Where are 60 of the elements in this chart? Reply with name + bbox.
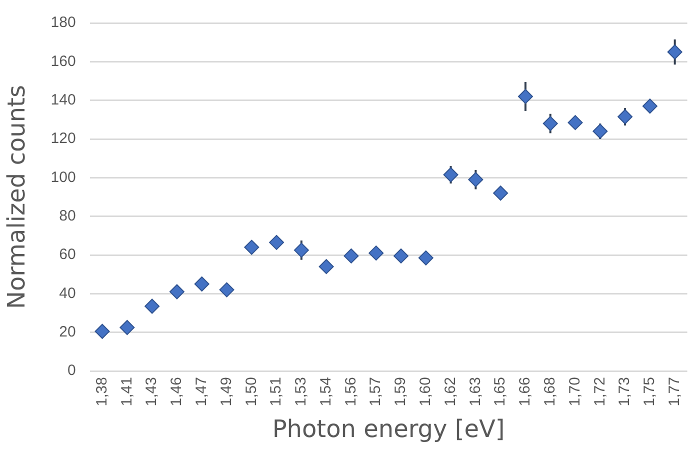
x-tick-label: 1,60 bbox=[417, 377, 434, 406]
point bbox=[120, 320, 135, 336]
y-tick-label: 160 bbox=[50, 52, 76, 70]
point bbox=[169, 284, 184, 300]
y-axis-title: Normalized counts bbox=[2, 85, 31, 309]
x-tick-label: 1,49 bbox=[218, 377, 235, 406]
y-tick-label: 180 bbox=[50, 14, 76, 32]
point bbox=[618, 109, 633, 124]
x-tick-label: 1,62 bbox=[442, 377, 459, 406]
x-tick-label: 1,72 bbox=[591, 377, 608, 406]
x-tick-label: 1,51 bbox=[268, 377, 285, 406]
point bbox=[468, 172, 484, 188]
point bbox=[269, 234, 284, 250]
x-tick-label: 1,57 bbox=[367, 377, 384, 406]
point bbox=[219, 282, 234, 298]
point bbox=[642, 98, 658, 114]
point bbox=[244, 240, 260, 255]
point bbox=[443, 167, 458, 182]
x-tick-label: 1,41 bbox=[118, 377, 136, 406]
y-tick-label: 0 bbox=[67, 362, 76, 380]
y-tick-label: 120 bbox=[50, 130, 76, 148]
x-tick-label: 1,73 bbox=[616, 377, 634, 406]
x-tick-label: 1,59 bbox=[392, 377, 410, 406]
x-tick-label: 1,54 bbox=[317, 377, 334, 406]
point bbox=[94, 324, 110, 339]
point bbox=[667, 44, 682, 60]
x-tick-label: 1,65 bbox=[492, 377, 509, 406]
y-tick-label: 20 bbox=[59, 323, 76, 340]
x-tick-label: 1,43 bbox=[143, 377, 160, 406]
x-tick-label: 1,63 bbox=[466, 377, 484, 406]
point bbox=[493, 186, 508, 201]
y-tick-label: 40 bbox=[59, 284, 76, 302]
x-tick-label: 1,68 bbox=[542, 377, 559, 406]
y-tick-label: 80 bbox=[59, 207, 76, 224]
y-tick-label: 60 bbox=[59, 246, 76, 264]
point bbox=[194, 276, 210, 292]
x-tick-label: 1,38 bbox=[93, 377, 110, 406]
x-axis-title: Photon energy [eV] bbox=[272, 414, 505, 443]
x-tick-label: 1,47 bbox=[192, 377, 210, 406]
x-tick-label: 1,56 bbox=[342, 377, 360, 406]
point bbox=[592, 124, 608, 139]
point bbox=[394, 248, 408, 264]
point bbox=[294, 242, 309, 258]
x-tick-label: 1,53 bbox=[292, 377, 310, 406]
point bbox=[542, 116, 558, 132]
x-tick-label: 1,46 bbox=[168, 377, 186, 406]
x-tick-label: 1,70 bbox=[566, 377, 584, 406]
point bbox=[568, 115, 583, 130]
x-tick-label: 1,66 bbox=[516, 377, 534, 406]
point bbox=[518, 88, 533, 104]
x-tick-label: 1,50 bbox=[242, 377, 260, 406]
point bbox=[144, 298, 160, 314]
point bbox=[368, 246, 384, 261]
y-tick-label: 100 bbox=[50, 168, 76, 186]
x-tick-label: 1,77 bbox=[666, 377, 683, 406]
x-tick-label: 1,75 bbox=[641, 377, 658, 406]
y-tick-label: 140 bbox=[50, 91, 76, 108]
point bbox=[418, 250, 434, 266]
point bbox=[344, 248, 359, 264]
point bbox=[318, 259, 334, 274]
